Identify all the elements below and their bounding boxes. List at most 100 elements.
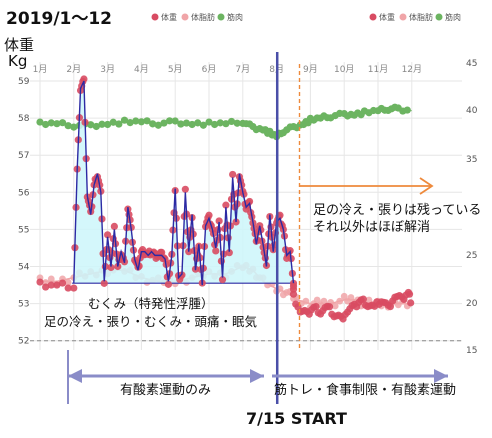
muscle-point (143, 117, 151, 125)
muscle-point (211, 120, 219, 129)
right-tick-label: 20 (466, 299, 478, 309)
muscle-point (64, 122, 72, 130)
body-fat-point (336, 297, 344, 305)
month-tick-label: 6月 (202, 64, 217, 75)
weight-point (158, 248, 166, 256)
right-tick-label: 15 (466, 346, 477, 356)
muscle-point (132, 117, 140, 125)
muscle-series (36, 103, 412, 141)
left-note-line1: むくみ（特発性浮腫） (88, 296, 214, 311)
right-tick-label: 25 (466, 251, 477, 261)
legend-weight-label: 体重 (161, 12, 177, 22)
legend-top-right: 体重 体脂肪 筋肉 (369, 12, 461, 22)
weight-point (205, 211, 213, 219)
muscle-point (222, 120, 230, 128)
orange-arrow-head (419, 177, 434, 195)
muscle-point (98, 120, 106, 128)
left-tick-label: 59 (18, 77, 30, 87)
y-axis-title-line2: Kg (8, 52, 27, 70)
muscle-point (109, 118, 117, 126)
body-fat-point (347, 294, 355, 301)
muscle-point (227, 117, 236, 126)
weight-point (289, 290, 298, 298)
weight-point (215, 217, 223, 225)
legend2-fat-label: 体脂肪 (409, 12, 433, 22)
legend2-weight-swatch (369, 13, 377, 21)
month-tick-label: 1月 (33, 64, 48, 75)
muscle-point (149, 120, 157, 128)
muscle-point (154, 121, 162, 129)
month-tick-label: 12月 (402, 64, 422, 75)
phase-after-arrow-head (434, 369, 448, 383)
weight-point (110, 222, 118, 230)
weight-point (229, 170, 237, 179)
weight-point (100, 279, 108, 287)
right-note-line2: それ以外はほぼ解消 (313, 220, 430, 235)
body-fat-point (331, 302, 339, 310)
weight-point (359, 295, 367, 303)
weight-point (70, 284, 78, 292)
month-tick-label: 7月 (235, 64, 250, 75)
phase-markers (67, 52, 448, 404)
legend-fat-swatch (181, 13, 189, 21)
legend2-muscle-label: 筋肉 (445, 12, 461, 22)
weight-point (245, 197, 254, 206)
legend-fat-label: 体脂肪 (191, 12, 215, 22)
body-fat-point (64, 279, 72, 286)
weight-point (407, 299, 415, 307)
legend2-fat-swatch (399, 13, 407, 21)
weight-point (64, 284, 72, 292)
muscle-point (58, 119, 67, 127)
muscle-point (233, 119, 241, 127)
weight-point (36, 278, 44, 286)
legend-muscle-swatch (217, 13, 225, 21)
weight-point (225, 249, 233, 257)
muscle-point (70, 123, 78, 131)
weight-point (53, 281, 61, 289)
right-note-line1: 足の冷え・張りは残っている (313, 203, 481, 218)
right-tick-label: 35 (466, 155, 477, 165)
month-tick-label: 11月 (368, 64, 388, 75)
muscle-point (160, 119, 168, 127)
phase-before-arrow-head-right (250, 369, 264, 383)
muscle-point (92, 122, 100, 131)
muscle-point (199, 121, 207, 129)
muscle-point (104, 120, 112, 129)
weight-point (47, 281, 55, 289)
weight-point (58, 279, 67, 287)
weight-point (405, 290, 414, 298)
muscle-point (53, 120, 61, 128)
left-tick-label: 53 (18, 300, 29, 310)
legend-muscle-label: 筋肉 (227, 12, 243, 22)
right-axis-tick-labels: 15 20 25 35 40 45 (466, 59, 478, 356)
muscle-point (182, 119, 191, 127)
month-tick-label: 10月 (334, 64, 354, 75)
phase-before-arrow-head-left (68, 369, 82, 383)
weight-point (164, 280, 173, 288)
legend-top-left: 体重 体脂肪 筋肉 (151, 12, 243, 22)
swelling-area-outline (73, 80, 295, 286)
muscle-point (194, 119, 202, 127)
weight-point (325, 303, 334, 311)
muscle-point (165, 117, 174, 125)
weight-point (312, 302, 320, 311)
weight-point (107, 263, 115, 272)
month-tick-label: 4月 (134, 64, 149, 75)
month-tick-label: 3月 (100, 64, 115, 75)
y-axis-title-line1: 体重 (4, 36, 34, 54)
weight-point (212, 247, 220, 255)
body-fat-point (365, 296, 373, 304)
month-tick-label: 9月 (303, 64, 318, 75)
muscle-point (205, 118, 213, 126)
left-tick-label: 54 (18, 263, 30, 273)
month-tick-label: 2月 (66, 64, 81, 75)
left-tick-label: 55 (18, 225, 29, 235)
right-tick-label: 45 (466, 59, 477, 69)
weight-point (386, 303, 394, 311)
body-fat-point (313, 296, 321, 304)
right-tick-label: 40 (466, 106, 478, 116)
left-axis-tick-labels: 52 53 54 55 56 57 58 59 (18, 77, 30, 347)
left-tick-label: 52 (18, 337, 29, 347)
weight-point (42, 283, 50, 291)
